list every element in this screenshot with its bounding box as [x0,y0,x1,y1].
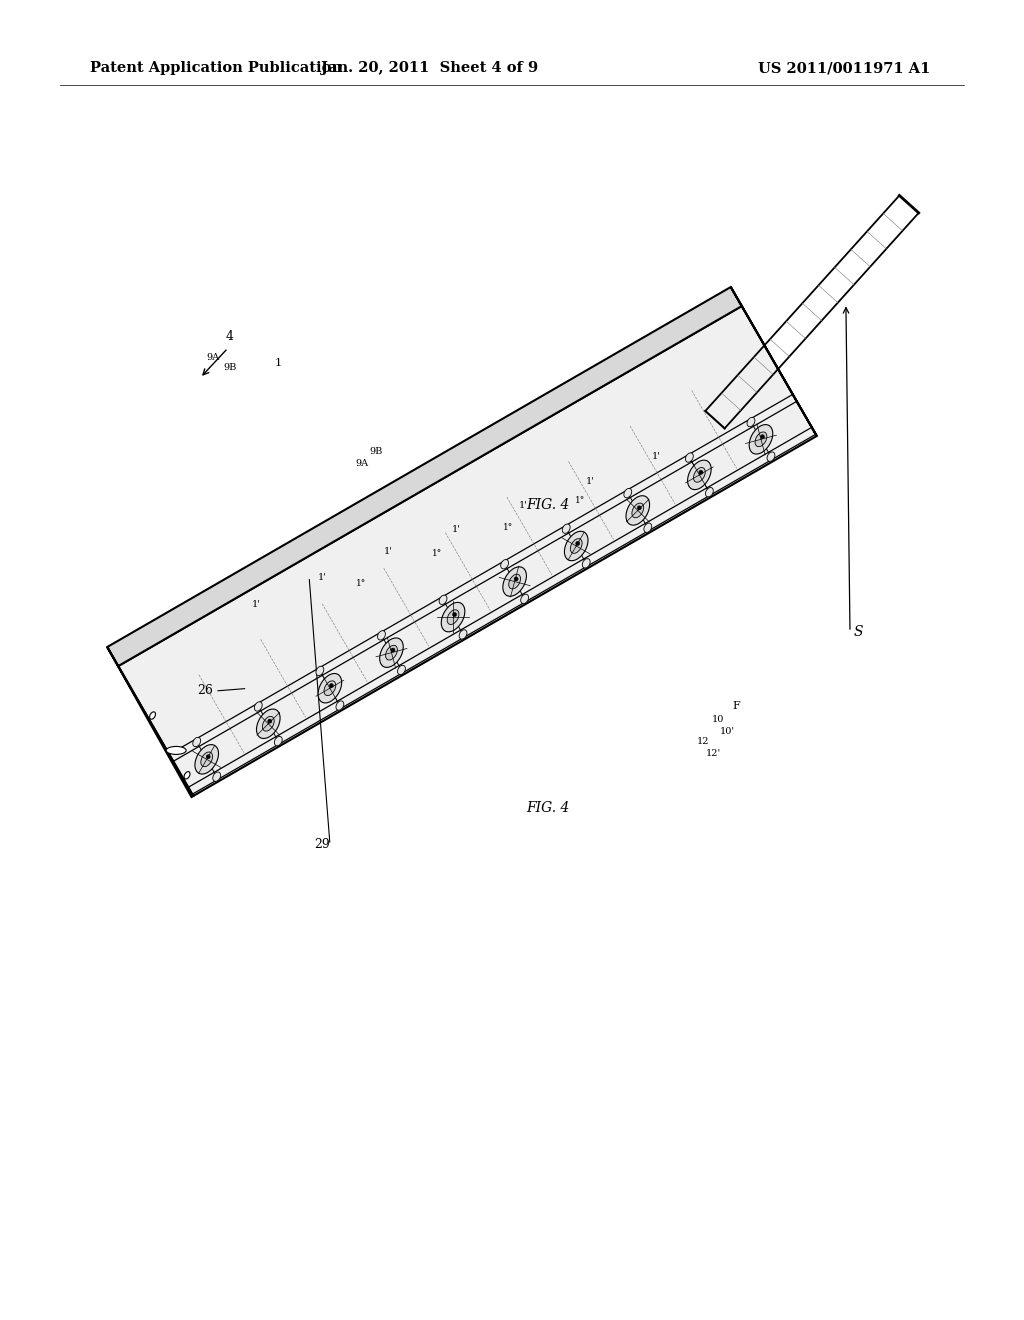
Text: FIG. 4: FIG. 4 [526,801,569,814]
Ellipse shape [184,772,190,779]
Ellipse shape [685,453,693,462]
Text: US 2011/0011971 A1: US 2011/0011971 A1 [758,61,930,75]
Text: 9A: 9A [355,458,369,467]
Ellipse shape [644,523,651,532]
Ellipse shape [706,487,714,496]
Ellipse shape [316,667,324,676]
Text: FIG. 4: FIG. 4 [526,498,569,512]
Text: 1': 1' [452,525,461,533]
Ellipse shape [193,738,201,747]
Ellipse shape [439,595,447,605]
Ellipse shape [503,566,526,597]
Ellipse shape [378,631,385,640]
Ellipse shape [397,665,406,675]
Ellipse shape [318,673,342,704]
Text: 4: 4 [226,330,234,343]
Circle shape [206,755,210,759]
Ellipse shape [687,461,712,490]
Ellipse shape [195,744,218,774]
Ellipse shape [755,432,767,446]
Text: Jan. 20, 2011  Sheet 4 of 9: Jan. 20, 2011 Sheet 4 of 9 [322,61,539,75]
Text: 26: 26 [197,685,213,697]
Ellipse shape [447,610,459,624]
Text: 1°: 1° [503,523,513,532]
Text: 29: 29 [314,838,330,851]
Ellipse shape [562,524,570,533]
Circle shape [391,648,395,652]
Circle shape [637,506,641,510]
Text: Patent Application Publication: Patent Application Publication [90,61,342,75]
Text: 12': 12' [706,748,721,758]
Ellipse shape [459,630,467,639]
Polygon shape [118,306,817,796]
Text: 9B: 9B [370,447,383,457]
Ellipse shape [213,772,220,781]
Ellipse shape [767,451,775,461]
Circle shape [330,684,334,688]
Polygon shape [108,647,194,797]
Text: 10': 10' [720,726,734,735]
Polygon shape [108,286,741,667]
Circle shape [453,612,457,616]
Text: 10: 10 [712,715,724,725]
Ellipse shape [336,701,344,710]
Ellipse shape [501,560,509,569]
Ellipse shape [520,594,528,603]
Text: 1°: 1° [356,578,367,587]
Ellipse shape [564,531,588,561]
Circle shape [575,541,580,545]
Ellipse shape [386,645,397,660]
Text: 1': 1' [519,502,527,510]
Text: 1: 1 [274,358,282,368]
Text: 12: 12 [696,738,710,747]
Ellipse shape [626,496,649,525]
Ellipse shape [693,467,706,482]
Ellipse shape [583,558,590,568]
Text: 9B: 9B [223,363,237,372]
Ellipse shape [750,425,773,454]
Text: 1': 1' [317,573,327,582]
Text: S: S [853,624,863,639]
Ellipse shape [150,711,156,719]
Ellipse shape [201,752,213,767]
Text: 1°: 1° [574,496,585,506]
Text: 9A: 9A [207,352,219,362]
Polygon shape [731,286,817,436]
Text: 1': 1' [586,477,594,486]
Ellipse shape [254,702,262,711]
Text: F: F [732,701,740,711]
Circle shape [514,577,518,581]
Ellipse shape [256,709,281,738]
Ellipse shape [324,681,336,696]
Ellipse shape [748,417,755,426]
Text: 1': 1' [252,599,261,609]
Text: 1': 1' [384,546,392,556]
Ellipse shape [274,737,283,746]
Ellipse shape [166,746,186,755]
Circle shape [761,434,765,438]
Ellipse shape [570,539,582,553]
Text: 1': 1' [652,451,662,461]
Ellipse shape [509,574,520,589]
Ellipse shape [262,717,274,731]
Circle shape [699,470,702,474]
Circle shape [268,719,271,723]
Ellipse shape [441,602,465,632]
Ellipse shape [380,638,403,668]
Ellipse shape [624,488,632,498]
Ellipse shape [632,503,644,517]
Text: 1°: 1° [431,549,441,558]
